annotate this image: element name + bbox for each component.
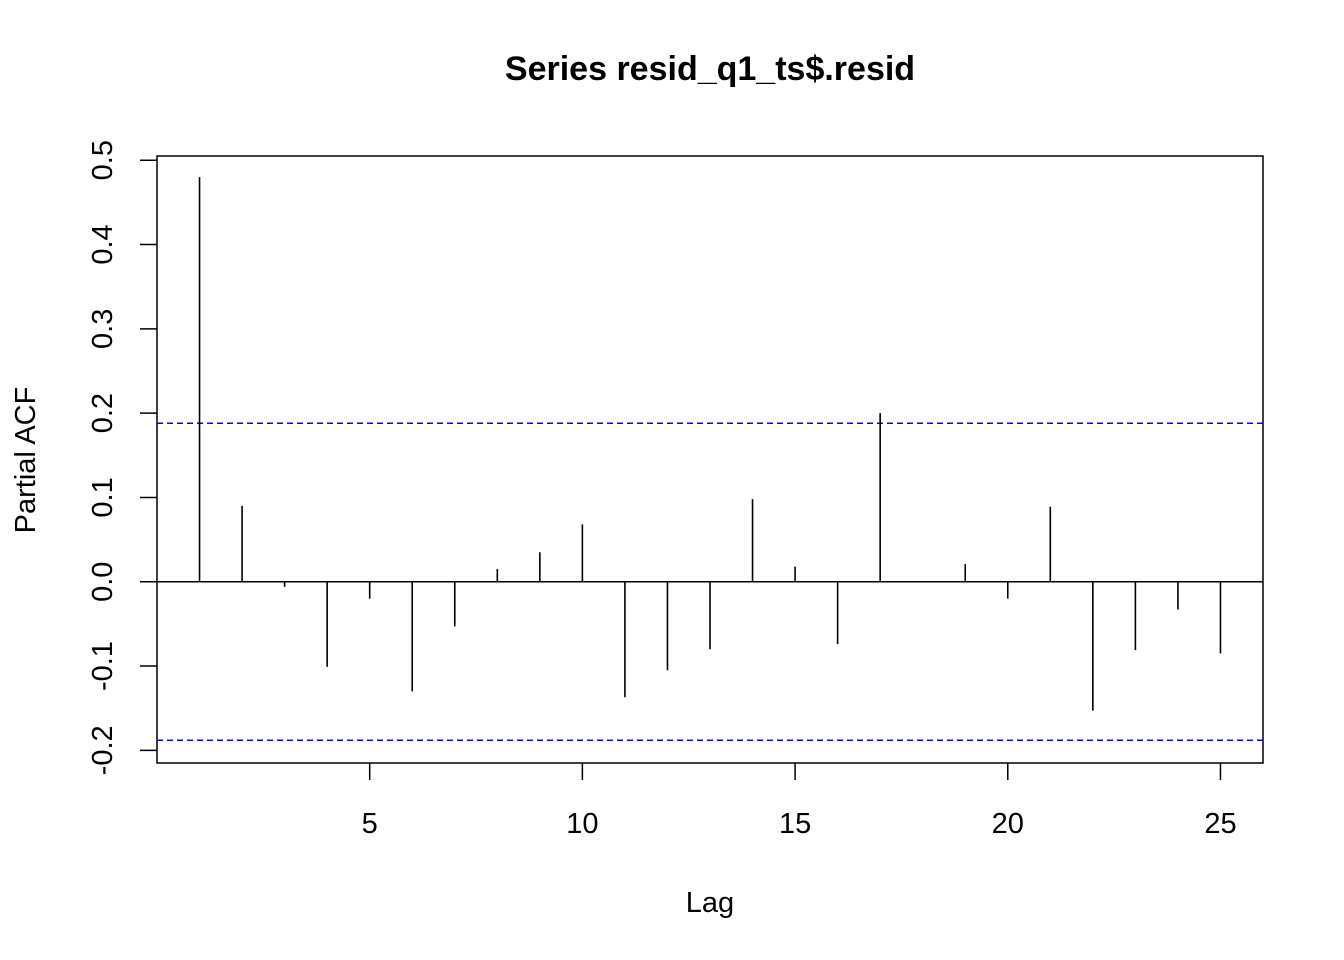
y-tick-label: 0.3	[87, 309, 119, 349]
x-tick-label: 20	[992, 808, 1024, 840]
y-axis-label: Partial ACF	[10, 387, 42, 534]
y-tick-label: 0.5	[87, 140, 119, 180]
x-tick-label: 5	[362, 808, 378, 840]
x-axis-label: Lag	[686, 887, 734, 919]
y-tick-label: 0.1	[87, 477, 119, 517]
plot-frame	[156, 155, 1264, 764]
y-tick-label: -0.2	[87, 725, 119, 775]
y-tick-label: -0.1	[87, 641, 119, 691]
x-tick-label: 10	[566, 808, 598, 840]
plot-area: 5 10 15 20 25 -0.2 -0.1 0.0 0.1 0.2 0.3 0.4 0.5	[87, 140, 1264, 840]
x-tick-label: 25	[1204, 808, 1236, 840]
chart-title: Series resid_q1_ts$.resid	[505, 50, 915, 88]
y-tick-label: 0.2	[87, 393, 119, 433]
y-tick-label: 0.4	[87, 224, 119, 264]
x-tick-label: 15	[779, 808, 811, 840]
y-tick-label: 0.0	[87, 562, 119, 602]
